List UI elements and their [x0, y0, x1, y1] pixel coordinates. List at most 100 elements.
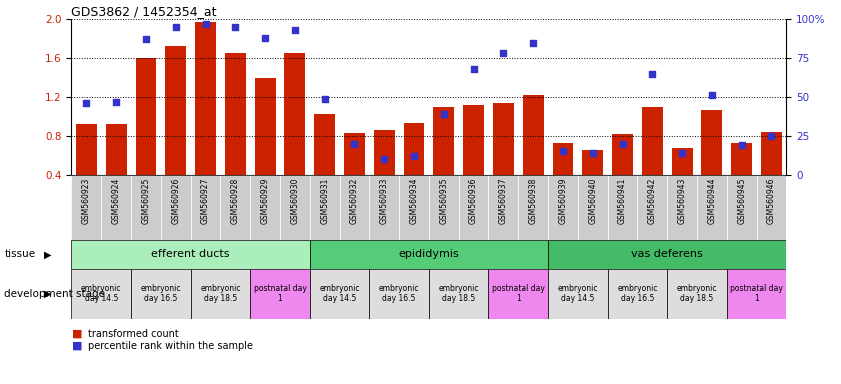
Bar: [369, 269, 429, 319]
Bar: [429, 175, 458, 240]
Text: vas deferens: vas deferens: [632, 249, 703, 260]
Text: embryonic
day 16.5: embryonic day 16.5: [379, 284, 420, 303]
Bar: [106, 124, 127, 175]
Text: GSM560935: GSM560935: [439, 178, 448, 225]
Point: [497, 50, 510, 56]
Bar: [578, 175, 607, 240]
Point: [437, 111, 451, 117]
Point: [675, 150, 689, 156]
Bar: [637, 175, 667, 240]
Bar: [255, 78, 276, 175]
Bar: [731, 142, 752, 175]
Bar: [399, 175, 429, 240]
Bar: [582, 151, 603, 175]
Text: GSM560941: GSM560941: [618, 178, 627, 224]
Text: postnatal day
1: postnatal day 1: [492, 284, 545, 303]
Bar: [727, 175, 757, 240]
Text: GSM560925: GSM560925: [141, 178, 151, 224]
Bar: [612, 134, 633, 175]
Point: [80, 100, 93, 106]
Point: [229, 24, 242, 30]
Text: GSM560934: GSM560934: [410, 178, 419, 225]
Text: embryonic
day 16.5: embryonic day 16.5: [140, 284, 181, 303]
Text: GSM560932: GSM560932: [350, 178, 359, 224]
Bar: [131, 269, 191, 319]
Text: postnatal day
1: postnatal day 1: [730, 284, 783, 303]
Bar: [523, 95, 543, 175]
Bar: [697, 175, 727, 240]
Bar: [463, 105, 484, 175]
Bar: [71, 269, 131, 319]
Bar: [71, 175, 101, 240]
Bar: [429, 269, 489, 319]
Point: [407, 153, 420, 159]
Bar: [493, 103, 514, 175]
Bar: [404, 123, 425, 175]
Text: GSM560928: GSM560928: [230, 178, 240, 224]
Bar: [166, 46, 186, 175]
Point: [169, 24, 182, 30]
Bar: [369, 175, 399, 240]
Text: GDS3862 / 1452354_at: GDS3862 / 1452354_at: [71, 5, 217, 18]
Text: GSM560926: GSM560926: [172, 178, 180, 224]
Bar: [309, 269, 369, 319]
Bar: [101, 175, 131, 240]
Bar: [195, 22, 216, 175]
Text: GSM560938: GSM560938: [529, 178, 537, 224]
Text: embryonic
day 16.5: embryonic day 16.5: [617, 284, 658, 303]
Bar: [548, 269, 607, 319]
Text: transformed count: transformed count: [88, 329, 179, 339]
Bar: [220, 175, 251, 240]
Text: embryonic
day 14.5: embryonic day 14.5: [558, 284, 598, 303]
Text: GSM560940: GSM560940: [588, 178, 597, 225]
Bar: [161, 175, 191, 240]
Bar: [251, 175, 280, 240]
Text: GSM560942: GSM560942: [648, 178, 657, 224]
Text: GSM560933: GSM560933: [380, 178, 389, 225]
Bar: [225, 53, 246, 175]
Text: GSM560945: GSM560945: [738, 178, 746, 225]
Point: [705, 92, 718, 98]
Text: GSM560927: GSM560927: [201, 178, 210, 224]
Bar: [71, 240, 309, 269]
Bar: [340, 175, 369, 240]
Text: percentile rank within the sample: percentile rank within the sample: [88, 341, 253, 351]
Text: tissue: tissue: [4, 249, 35, 260]
Text: embryonic
day 14.5: embryonic day 14.5: [320, 284, 360, 303]
Point: [735, 142, 748, 148]
Bar: [489, 269, 548, 319]
Point: [198, 21, 212, 27]
Text: ▶: ▶: [44, 289, 51, 299]
Text: GSM560930: GSM560930: [290, 178, 299, 225]
Text: embryonic
day 14.5: embryonic day 14.5: [81, 284, 121, 303]
Point: [556, 148, 569, 154]
Bar: [553, 142, 574, 175]
Bar: [191, 175, 220, 240]
Bar: [458, 175, 489, 240]
Point: [467, 66, 480, 72]
Text: GSM560931: GSM560931: [320, 178, 329, 224]
Bar: [315, 114, 335, 175]
Bar: [344, 133, 365, 175]
Bar: [548, 175, 578, 240]
Text: GSM560937: GSM560937: [499, 178, 508, 225]
Point: [288, 27, 302, 33]
Bar: [761, 132, 782, 175]
Point: [258, 35, 272, 41]
Bar: [191, 269, 251, 319]
Bar: [76, 124, 97, 175]
Text: GSM560924: GSM560924: [112, 178, 120, 224]
Bar: [489, 175, 518, 240]
Text: embryonic
day 18.5: embryonic day 18.5: [438, 284, 479, 303]
Text: GSM560939: GSM560939: [558, 178, 568, 225]
Text: GSM560929: GSM560929: [261, 178, 270, 224]
Bar: [727, 269, 786, 319]
Point: [140, 36, 153, 43]
Bar: [642, 107, 663, 175]
Text: GSM560923: GSM560923: [82, 178, 91, 224]
Bar: [309, 175, 340, 240]
Text: ■: ■: [71, 341, 82, 351]
Point: [347, 141, 361, 147]
Bar: [701, 109, 722, 175]
Text: epididymis: epididymis: [399, 249, 459, 260]
